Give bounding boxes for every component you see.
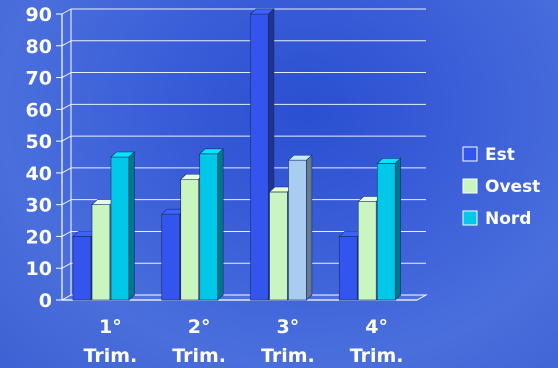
- legend-label-nord: Nord: [485, 209, 531, 229]
- y-tick-label: 70: [26, 68, 52, 90]
- x-axis-categories: 1° Trim. 2° Trim. 3° Trim. 4° Trim.: [83, 316, 403, 367]
- y-tick-label: 50: [26, 131, 52, 153]
- legend-swatch-nord: [462, 210, 478, 226]
- legend: Est Ovest Nord: [462, 145, 540, 229]
- legend-swatch-ovest: [462, 178, 478, 194]
- bar-side: [306, 154, 313, 301]
- gridline-depth: [61, 103, 72, 110]
- category-label: Trim.: [172, 345, 226, 367]
- legend-swatch-est: [462, 146, 478, 162]
- bar-front: [161, 213, 181, 301]
- gridline-depth: [61, 231, 72, 237]
- bar-front: [72, 236, 92, 301]
- y-tick-label: 10: [26, 258, 52, 280]
- bar-front: [199, 153, 219, 301]
- bar-front: [180, 178, 200, 301]
- bar-nord-q2: [198, 148, 224, 301]
- category-label: 3°: [277, 316, 300, 338]
- bar-side: [394, 157, 401, 301]
- bar-front: [338, 236, 358, 301]
- category-label: 4°: [365, 316, 388, 338]
- legend-label-ovest: Ovest: [485, 177, 540, 197]
- y-tick-label: 0: [39, 290, 52, 312]
- category-label: Trim.: [261, 345, 315, 367]
- bar-front: [250, 13, 269, 301]
- category-label: Trim.: [350, 345, 404, 367]
- y-tick-label: 60: [26, 99, 52, 121]
- category-label: 2°: [188, 316, 211, 338]
- category-label: Trim.: [83, 345, 137, 367]
- gridline-depth: [61, 199, 72, 206]
- bars: [72, 8, 402, 301]
- gridline-depth: [61, 72, 72, 78]
- bar-nord-q4: [376, 157, 402, 301]
- legend-label-est: Est: [485, 145, 515, 165]
- gridline-depth: [61, 167, 72, 174]
- bar-front: [91, 204, 111, 301]
- bar-front: [288, 159, 307, 301]
- gridline-depth: [61, 8, 72, 15]
- category-label: 1°: [99, 316, 122, 338]
- bar-front: [269, 191, 288, 301]
- y-axis-ticks: 0 10 20 30 40 50 60 70 80 90: [26, 4, 62, 312]
- bar-nord-q3: [287, 154, 313, 301]
- y-tick-label: 90: [26, 4, 52, 26]
- gridline-depth: [61, 135, 72, 142]
- gridline-depth: [61, 40, 72, 47]
- bar-front: [110, 156, 130, 301]
- y-tick-label: 80: [26, 36, 52, 58]
- y-tick-label: 30: [26, 195, 52, 217]
- y-tick-label: 20: [26, 226, 52, 248]
- y-tick-label: 40: [26, 163, 52, 185]
- bar-front: [357, 201, 377, 301]
- bar-side: [128, 151, 135, 301]
- gridline-depth: [61, 262, 72, 269]
- bar-side: [217, 148, 224, 301]
- bar-nord-q1: [110, 151, 136, 301]
- bar-front: [376, 163, 396, 301]
